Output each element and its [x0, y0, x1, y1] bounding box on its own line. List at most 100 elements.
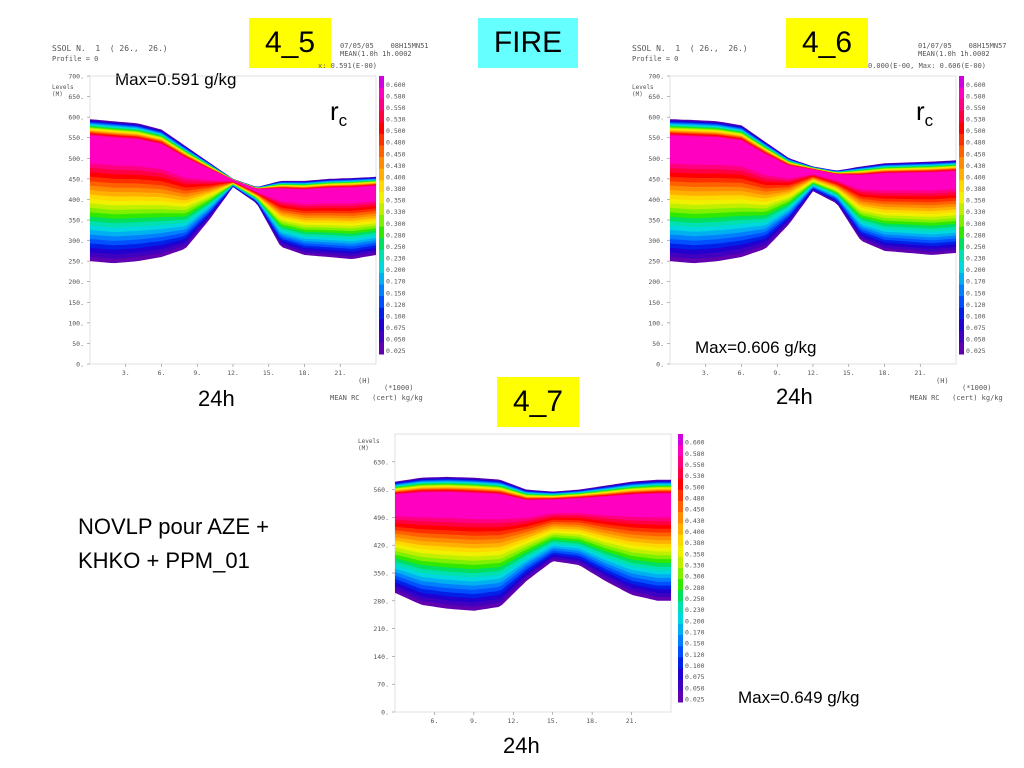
y-tick-label: 200.	[68, 278, 84, 286]
colorbar-swatch	[959, 110, 964, 123]
colorbar-swatch	[678, 445, 683, 457]
panel-4-5-corner: (*1000)	[384, 384, 414, 392]
colorbar-level-label: 0.025	[966, 347, 986, 355]
y-tick-label: 300.	[648, 237, 664, 245]
panel-4-6-corner: (*1000)	[962, 384, 992, 392]
colorbar-level-label: 0.075	[685, 673, 705, 681]
colorbar-swatch	[678, 512, 683, 524]
panel-4-5-footer: MEAN RC (cert) kg/kg	[330, 394, 423, 402]
x-tick-label: 21.	[626, 717, 638, 724]
colorbar-swatch	[678, 635, 683, 647]
y-tick-label: 50.	[652, 340, 664, 348]
colorbar-level-label: 0.430	[966, 162, 986, 170]
colorbar-swatch	[678, 501, 683, 513]
y-tick-label: 650.	[648, 93, 664, 101]
x-tick-label: 15.	[263, 369, 275, 377]
colorbar-level-label: 0.075	[966, 324, 986, 332]
panel-4-5-profile: Profile = 0	[52, 55, 99, 63]
x-tick-label: 3.	[122, 369, 130, 377]
y-tick-label: 560.	[373, 486, 389, 494]
y-tick-label: 100.	[648, 319, 664, 327]
colorbar-level-label: 0.350	[386, 197, 406, 205]
colorbar-level-label: 0.050	[966, 336, 986, 344]
panel-4-6-header-right: 01/07/05 08H15MN57 MEAN(1.0h 1h.0002	[918, 42, 1007, 58]
y-tick-label: 150.	[648, 299, 664, 307]
colorbar-swatch	[678, 456, 683, 468]
colorbar-swatch	[379, 145, 384, 158]
x-tick-label: 9.	[470, 717, 478, 724]
x-tick-label: 9.	[193, 369, 201, 377]
y-tick-label: 280.	[373, 597, 389, 605]
colorbar-swatch	[959, 284, 964, 297]
x-tick-label: 6.	[158, 369, 166, 377]
colorbar-swatch	[959, 168, 964, 181]
colorbar-level-label: 0.100	[966, 312, 986, 320]
colorbar-level-label: 0.250	[386, 243, 406, 251]
x-tick-label: 6.	[738, 369, 746, 377]
y-tick-label: 420.	[373, 542, 389, 550]
y-tick-label: 140.	[373, 653, 389, 661]
cloud-band	[90, 135, 376, 204]
colorbar-swatch	[678, 579, 683, 591]
colorbar-level-label: 0.550	[386, 104, 406, 112]
x-tick-label: 15.	[547, 717, 559, 724]
colorbar-swatch	[379, 272, 384, 285]
colorbar-level-label: 0.100	[685, 662, 705, 670]
colorbar-level-label: 0.530	[386, 116, 406, 124]
colorbar-level-label: 0.550	[685, 461, 705, 469]
chart-4-5: 0. 50. 100. 150. 200. 250. 300. 350. 400. 450. 500…	[68, 73, 377, 377]
panel-4-5-time-label: 24h	[198, 386, 235, 411]
colorbar-swatch	[379, 191, 384, 204]
x-tick-label: 18.	[299, 369, 311, 377]
colorbar-swatch	[379, 122, 384, 135]
colorbar-level-label: 0.200	[685, 617, 705, 625]
y-tick-label: 450.	[648, 175, 664, 183]
y-tick-label: 350.	[68, 217, 84, 225]
colorbar-level-label: 0.170	[386, 278, 406, 286]
colorbar-level-label: 0.500	[685, 483, 705, 491]
y-tick-label: 630.	[373, 458, 389, 466]
y-tick-label: 400.	[648, 196, 664, 204]
panel-4-7-levels-label: Levels (M)	[358, 438, 380, 452]
colorbar-swatch	[678, 556, 683, 569]
x-tick-label: 3.	[702, 369, 710, 377]
y-tick-label: 700.	[648, 73, 664, 81]
colorbar-level-label: 0.050	[685, 684, 705, 692]
colorbar-level-label: 0.480	[386, 139, 406, 147]
colorbar-level-label: 0.300	[966, 220, 986, 228]
colorbar-level-label: 0.430	[685, 517, 705, 525]
colorbar-swatch	[959, 249, 964, 262]
cloud-band	[670, 135, 956, 191]
panel-4-6-header: SSOL N. 1 ( 26., 26.)	[632, 44, 748, 53]
colorbar-swatch	[959, 272, 964, 285]
colorbar-swatch	[678, 545, 683, 558]
colorbar-level-label: 0.350	[966, 197, 986, 205]
colorbar-swatch	[959, 180, 964, 193]
colorbar-swatch	[379, 296, 384, 309]
colorbar-level-label: 0.025	[685, 695, 705, 703]
colorbar-swatch	[678, 489, 683, 502]
panel-4-5-levels-label: Levels (M)	[52, 84, 74, 98]
colorbar-swatch	[678, 623, 683, 636]
colorbar-level-label: 0.500	[966, 127, 986, 135]
colorbar-swatch	[379, 133, 384, 146]
colorbar-level-label: 0.300	[386, 220, 406, 228]
colorbar-swatch	[959, 319, 964, 332]
y-tick-label: 400.	[68, 196, 84, 204]
colorbar-swatch	[959, 203, 964, 216]
panel-4-6-levels-label: Levels (M)	[632, 84, 654, 98]
colorbar-swatch	[678, 601, 683, 614]
x-tick-label: 21.	[914, 369, 926, 377]
colorbar-level-label: 0.250	[685, 595, 705, 603]
colorbar-level-label: 0.600	[685, 439, 705, 447]
colorbar-level-label: 0.480	[685, 494, 705, 502]
x-tick-label: 12.	[507, 717, 519, 724]
panel-4-5-header: SSOL N. 1 ( 26., 26.)	[52, 44, 168, 53]
colorbar-4-5: 0.600 0.580 0.550 0.530 0.500 0.480 0.450 0.430…	[379, 76, 406, 355]
colorbar-swatch	[678, 568, 683, 580]
colorbar-level-label: 0.230	[685, 606, 705, 614]
novlp-line-2: KHKO + PPM_01	[78, 548, 250, 573]
colorbar-swatch	[959, 215, 964, 228]
colorbar-swatch	[379, 168, 384, 181]
y-tick-label: 550.	[648, 134, 664, 142]
